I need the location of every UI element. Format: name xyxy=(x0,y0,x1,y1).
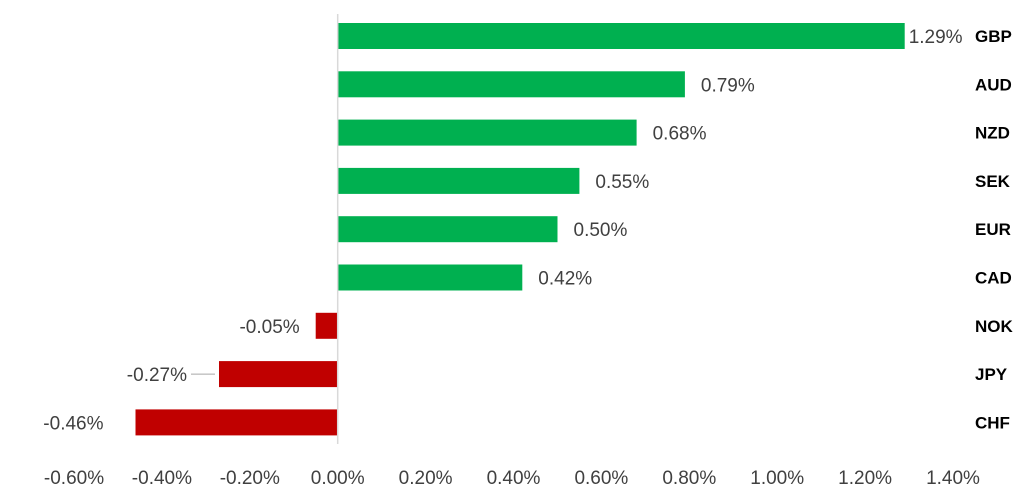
data-labels: 1.29% 0.79% 0.68% 0.55% 0.50% 0.42% -0.05% -0.2… xyxy=(43,27,962,434)
x-tick-label: 0.60% xyxy=(574,468,628,489)
bar-eur xyxy=(337,216,558,243)
bar-sek xyxy=(337,167,580,194)
bar-gbp xyxy=(337,23,905,49)
category-label-chf: CHF xyxy=(975,413,1010,432)
data-label-nok: -0.05% xyxy=(239,317,299,338)
category-labels: GBP AUD NZD SEK EUR CAD NOK JPY CHF xyxy=(975,27,1014,432)
bar-nok xyxy=(315,312,338,339)
category-label-aud: AUD xyxy=(975,75,1012,94)
data-label-nzd: 0.68% xyxy=(653,124,707,145)
category-label-gbp: GBP xyxy=(975,27,1012,46)
data-label-chf: -0.46% xyxy=(43,413,103,434)
x-tick-label: -0.60% xyxy=(44,468,104,489)
category-label-cad: CAD xyxy=(975,269,1012,288)
x-tick-label: -0.20% xyxy=(220,468,280,489)
bar-nzd xyxy=(337,119,637,146)
x-tick-label: 1.20% xyxy=(838,468,892,489)
data-label-gbp: 1.29% xyxy=(909,27,963,48)
category-label-sek: SEK xyxy=(975,172,1011,191)
x-axis-tick-labels: -0.60% -0.40% -0.20% 0.00% 0.20% 0.40% 0.60% 0.… xyxy=(44,468,980,489)
bar-chf xyxy=(135,409,338,436)
category-label-jpy: JPY xyxy=(975,365,1008,384)
x-tick-label: -0.40% xyxy=(132,468,192,489)
category-label-eur: EUR xyxy=(975,220,1011,239)
data-label-cad: 0.42% xyxy=(538,269,592,290)
x-tick-label: 0.80% xyxy=(662,468,716,489)
x-tick-label: 1.40% xyxy=(926,468,980,489)
bar-aud xyxy=(337,71,685,98)
data-label-sek: 0.55% xyxy=(595,172,649,193)
x-tick-label: 1.00% xyxy=(750,468,804,489)
x-tick-label: 0.00% xyxy=(311,468,365,489)
bar-jpy xyxy=(219,361,338,388)
data-label-jpy: -0.27% xyxy=(127,365,187,386)
data-label-aud: 0.79% xyxy=(701,75,755,96)
category-label-nzd: NZD xyxy=(975,124,1010,143)
x-tick-label: 0.40% xyxy=(487,468,541,489)
data-label-eur: 0.50% xyxy=(574,220,628,241)
x-tick-label: 0.20% xyxy=(399,468,453,489)
bar-cad xyxy=(337,264,523,291)
category-label-nok: NOK xyxy=(975,317,1014,336)
bars xyxy=(135,23,905,436)
